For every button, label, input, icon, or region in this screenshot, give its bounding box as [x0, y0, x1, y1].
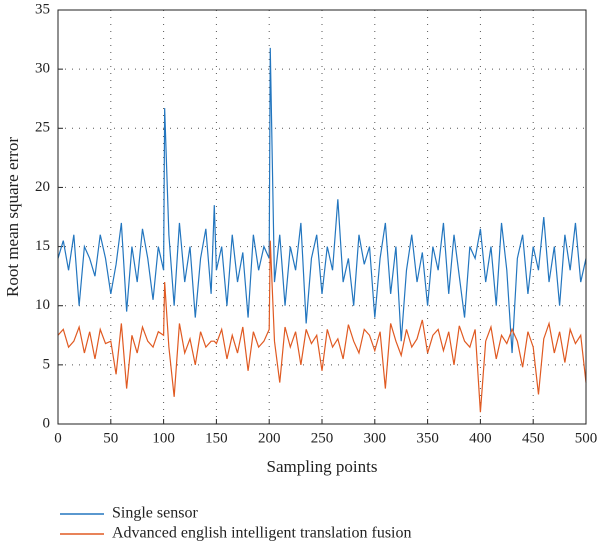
x-axis-label: Sampling points [267, 457, 378, 476]
x-tick-label: 400 [469, 430, 492, 446]
y-tick-label: 5 [43, 356, 51, 372]
series-line [57, 47, 587, 354]
y-tick-label: 15 [35, 238, 50, 254]
x-tick-label: 300 [364, 430, 387, 446]
x-tick-label: 50 [103, 430, 118, 446]
y-tick-label: 35 [35, 1, 50, 17]
x-tick-label: 350 [416, 430, 439, 446]
x-tick-label: 200 [258, 430, 281, 446]
plot-frame [57, 9, 587, 425]
y-tick-label: 0 [43, 415, 51, 431]
x-tick-label: 150 [205, 430, 228, 446]
x-tick-label: 0 [54, 430, 62, 446]
y-tick-label: 25 [35, 120, 50, 136]
x-tick-label: 500 [575, 430, 598, 446]
x-tick-label: 450 [522, 430, 545, 446]
y-tick-label: 30 [35, 61, 50, 77]
legend-label: Advanced english intelligent translation… [112, 525, 412, 542]
y-tick-label: 10 [35, 297, 50, 313]
legend-label: Single sensor [112, 505, 198, 522]
y-axis-label: Root mean square error [3, 137, 22, 297]
series-line [57, 240, 587, 413]
x-tick-label: 250 [311, 430, 334, 446]
x-tick-label: 100 [152, 430, 175, 446]
y-tick-label: 20 [35, 179, 50, 195]
